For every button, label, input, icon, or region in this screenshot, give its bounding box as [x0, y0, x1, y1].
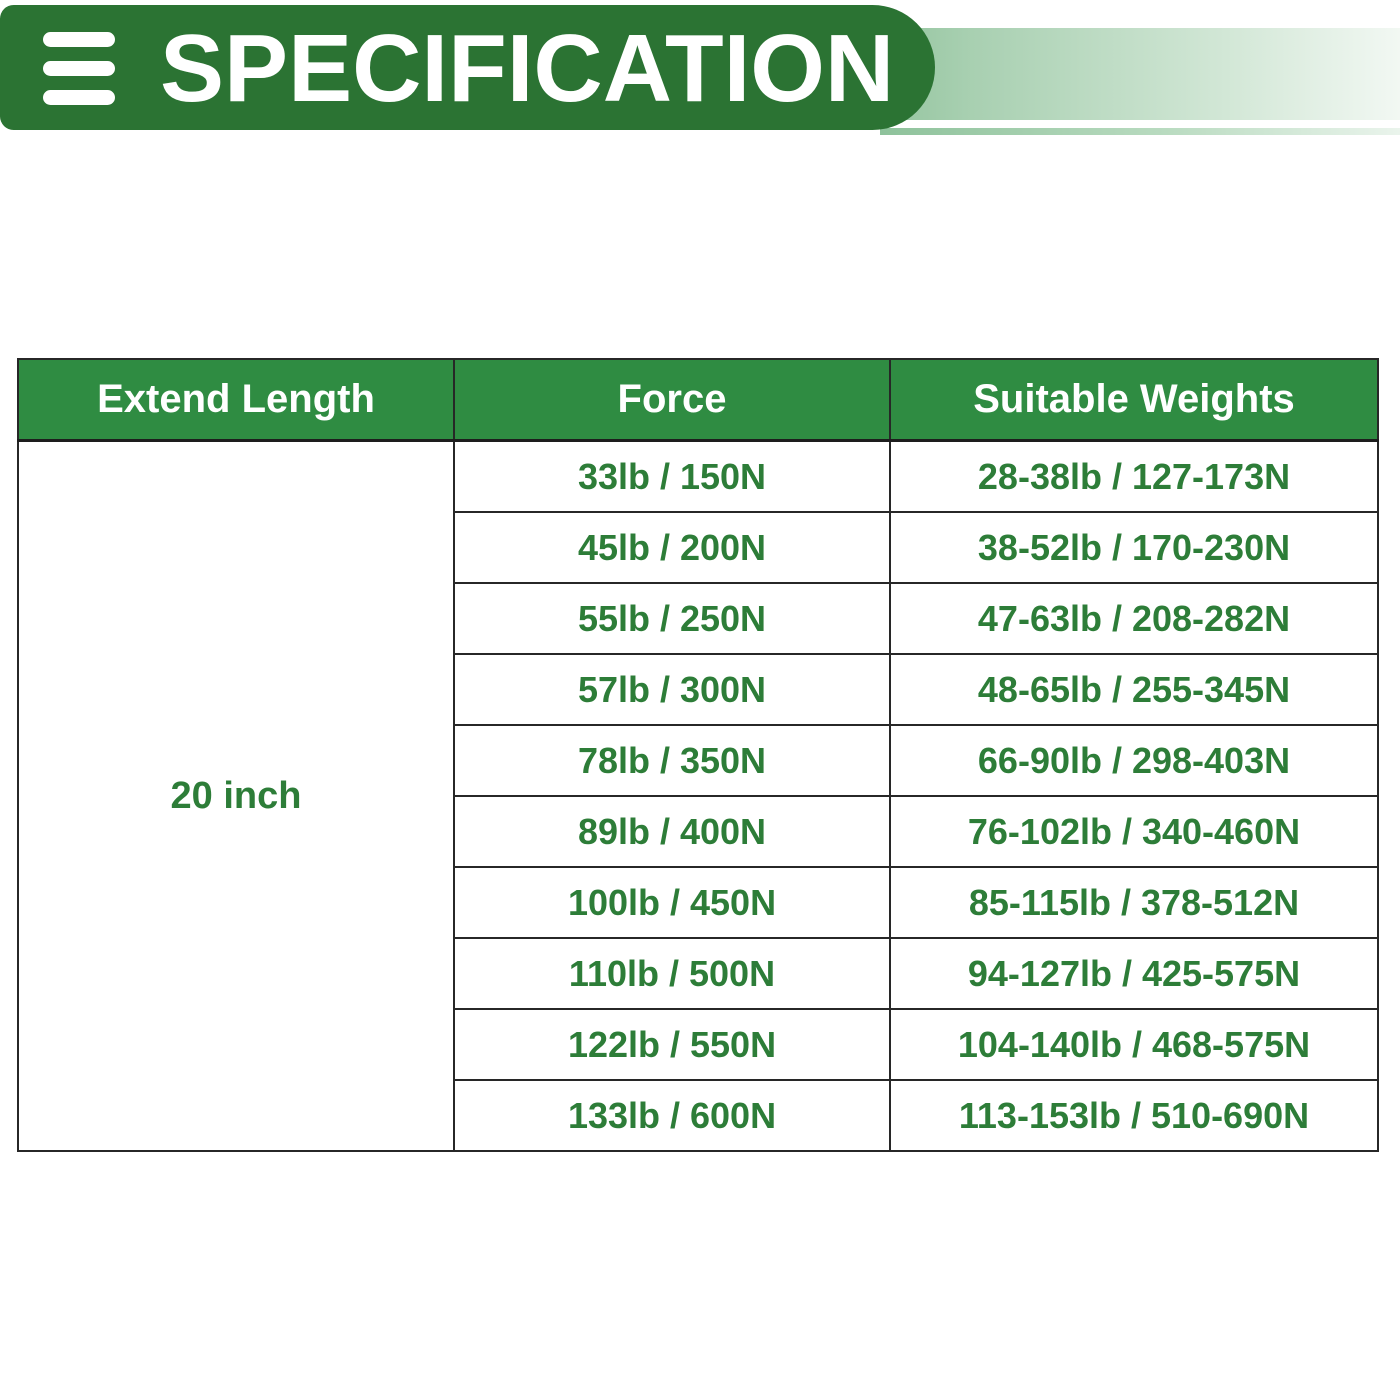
hamburger-bar: [43, 32, 115, 47]
header-gradient-underline: [880, 128, 1400, 135]
weights-cell: 85-115lb / 378-512N: [889, 866, 1379, 939]
force-cell: 122lb / 550N: [453, 1008, 891, 1081]
table-row: 122lb / 550N 104-140lb / 468-575N: [18, 1008, 1379, 1081]
weights-cell: 76-102lb / 340-460N: [889, 795, 1379, 868]
hamburger-bar: [43, 90, 115, 105]
weights-cell: 113-153lb / 510-690N: [889, 1079, 1379, 1152]
force-cell: 78lb / 350N: [453, 724, 891, 797]
weights-cell: 38-52lb / 170-230N: [889, 511, 1379, 584]
table-row: 45lb / 200N 38-52lb / 170-230N: [18, 511, 1379, 584]
force-cell: 55lb / 250N: [453, 582, 891, 655]
table-row: 89lb / 400N 76-102lb / 340-460N: [18, 795, 1379, 868]
spec-table: Extend Length Force Suitable Weights 20 …: [17, 358, 1379, 1152]
weights-cell: 28-38lb / 127-173N: [889, 439, 1379, 513]
weights-cell: 94-127lb / 425-575N: [889, 937, 1379, 1010]
column-header-suitable-weights: Suitable Weights: [889, 358, 1379, 442]
header-banner: SPECIFICATION: [0, 5, 935, 130]
table-row: 55lb / 250N 47-63lb / 208-282N: [18, 582, 1379, 655]
weights-cell: 47-63lb / 208-282N: [889, 582, 1379, 655]
table-row: 133lb / 600N 113-153lb / 510-690N: [18, 1079, 1379, 1152]
table-row: 57lb / 300N 48-65lb / 255-345N: [18, 653, 1379, 726]
table-header-row: Extend Length Force Suitable Weights: [17, 358, 1379, 442]
table-row: 20 inch 33lb / 150N 28-38lb / 127-173N: [17, 439, 1379, 1152]
force-cell: 133lb / 600N: [453, 1079, 891, 1152]
table-row: 78lb / 350N 66-90lb / 298-403N: [18, 724, 1379, 797]
weights-cell: 48-65lb / 255-345N: [889, 653, 1379, 726]
force-cell: 100lb / 450N: [453, 866, 891, 939]
force-cell: 89lb / 400N: [453, 795, 891, 868]
hamburger-bar: [43, 61, 115, 76]
table-row: 110lb / 500N 94-127lb / 425-575N: [18, 937, 1379, 1010]
weights-cell: 66-90lb / 298-403N: [889, 724, 1379, 797]
force-cell: 45lb / 200N: [453, 511, 891, 584]
force-cell: 110lb / 500N: [453, 937, 891, 1010]
weights-cell: 104-140lb / 468-575N: [889, 1008, 1379, 1081]
table-row: 100lb / 450N 85-115lb / 378-512N: [18, 866, 1379, 939]
page-title: SPECIFICATION: [160, 15, 895, 122]
column-header-force: Force: [453, 358, 891, 442]
extend-length-cell: 20 inch: [17, 439, 455, 1152]
force-cell: 33lb / 150N: [453, 439, 891, 513]
hamburger-icon: [43, 32, 115, 110]
column-header-extend-length: Extend Length: [17, 358, 455, 442]
force-cell: 57lb / 300N: [453, 653, 891, 726]
